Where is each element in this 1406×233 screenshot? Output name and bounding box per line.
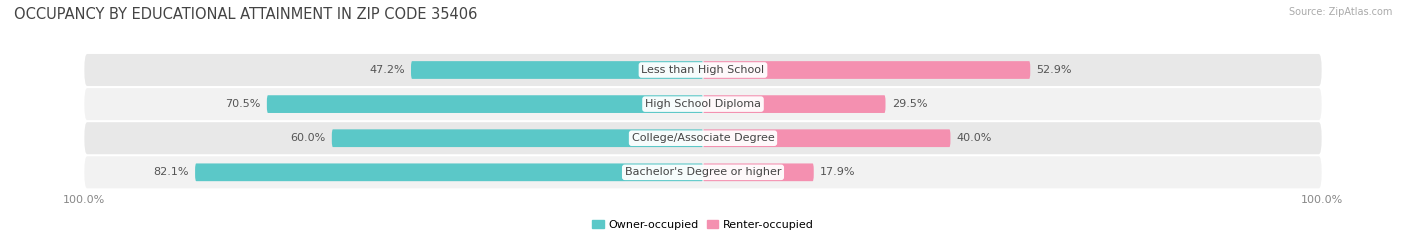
- Text: 70.5%: 70.5%: [225, 99, 260, 109]
- FancyBboxPatch shape: [703, 61, 1031, 79]
- Text: 17.9%: 17.9%: [820, 167, 855, 177]
- FancyBboxPatch shape: [84, 54, 1322, 86]
- Text: OCCUPANCY BY EDUCATIONAL ATTAINMENT IN ZIP CODE 35406: OCCUPANCY BY EDUCATIONAL ATTAINMENT IN Z…: [14, 7, 478, 22]
- FancyBboxPatch shape: [84, 122, 1322, 154]
- Text: 29.5%: 29.5%: [891, 99, 927, 109]
- FancyBboxPatch shape: [267, 95, 703, 113]
- Text: Less than High School: Less than High School: [641, 65, 765, 75]
- FancyBboxPatch shape: [703, 129, 950, 147]
- FancyBboxPatch shape: [703, 163, 814, 181]
- Text: 60.0%: 60.0%: [291, 133, 326, 143]
- FancyBboxPatch shape: [84, 88, 1322, 120]
- FancyBboxPatch shape: [703, 95, 886, 113]
- Text: 40.0%: 40.0%: [956, 133, 993, 143]
- Legend: Owner-occupied, Renter-occupied: Owner-occupied, Renter-occupied: [588, 216, 818, 233]
- FancyBboxPatch shape: [195, 163, 703, 181]
- FancyBboxPatch shape: [411, 61, 703, 79]
- Text: 82.1%: 82.1%: [153, 167, 188, 177]
- FancyBboxPatch shape: [332, 129, 703, 147]
- Text: 52.9%: 52.9%: [1036, 65, 1071, 75]
- Text: High School Diploma: High School Diploma: [645, 99, 761, 109]
- Text: Bachelor's Degree or higher: Bachelor's Degree or higher: [624, 167, 782, 177]
- FancyBboxPatch shape: [84, 156, 1322, 188]
- Text: Source: ZipAtlas.com: Source: ZipAtlas.com: [1288, 7, 1392, 17]
- Text: 47.2%: 47.2%: [370, 65, 405, 75]
- Text: College/Associate Degree: College/Associate Degree: [631, 133, 775, 143]
